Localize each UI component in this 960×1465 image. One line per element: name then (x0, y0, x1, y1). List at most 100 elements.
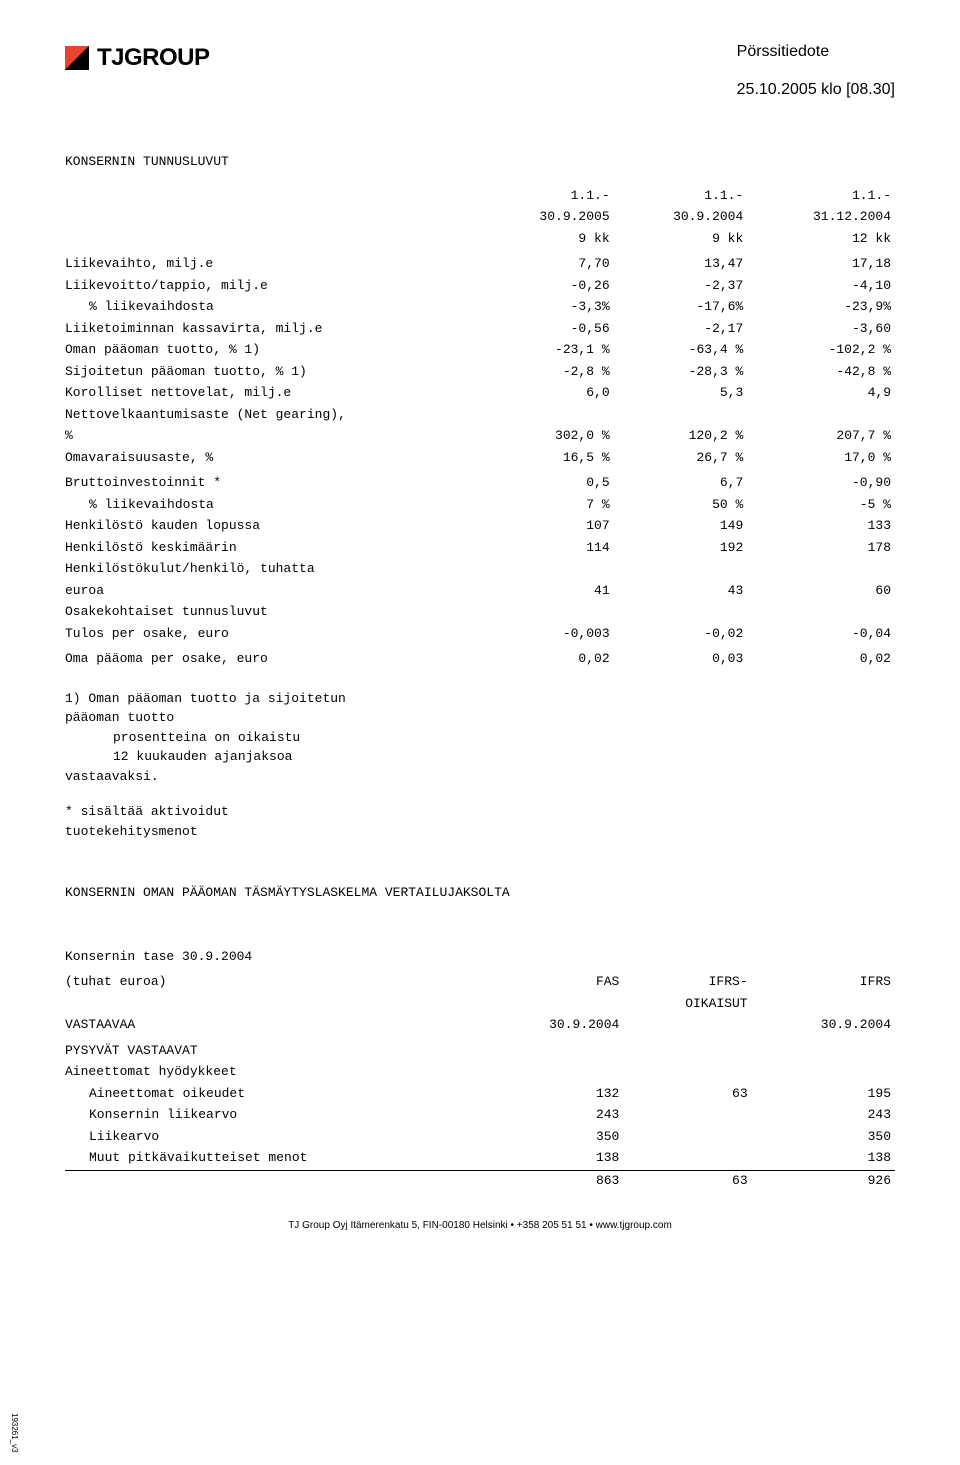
period-col: 9 kk (480, 229, 614, 251)
table-row: Henkilöstökulut/henkilö, tuhatta (65, 559, 895, 581)
tase-col: FAS (480, 972, 623, 994)
table-row: Osakekohtaiset tunnusluvut (65, 602, 895, 624)
row-value: -0,02 (614, 624, 748, 646)
kpi-label: Oma pääoma per osake, euro (65, 649, 480, 671)
row-value: -3,60 (747, 319, 895, 341)
table-row: Liikevaihto, milj.e7,7013,4717,18 (65, 254, 895, 276)
section-title: KONSERNIN TUNNUSLUVUT (65, 152, 895, 172)
row-value: -5 % (747, 495, 895, 517)
table-row: % liikevaihdosta-3,3%-17,6%-23,9% (65, 297, 895, 319)
row-value (623, 1127, 751, 1149)
period-col: 9 kk (614, 229, 748, 251)
row-value: 138 (752, 1148, 895, 1170)
period-col: 30.9.2005 (480, 207, 614, 229)
table-row: Henkilöstö keskimäärin114192178 (65, 538, 895, 560)
row-value: 4,9 (747, 383, 895, 405)
tase-vastaavaa: VASTAAVAA (65, 1015, 480, 1037)
row-label: Liiketoiminnan kassavirta, milj.e (65, 319, 480, 341)
row-value (747, 602, 895, 624)
row-value (614, 405, 748, 427)
row-value: -2,17 (614, 319, 748, 341)
section-title: KONSERNIN OMAN PÄÄOMAN TÄSMÄYTYSLASKELMA… (65, 883, 895, 903)
table-row: Bruttoinvestoinnit *0,56,7-0,90 (65, 473, 895, 495)
row-value: -23,1 % (480, 340, 614, 362)
row-value: 350 (752, 1127, 895, 1149)
kpi-value: 0,02 (480, 649, 614, 671)
row-value: 63 (623, 1084, 751, 1106)
row-value: 178 (747, 538, 895, 560)
row-label: Liikearvo (65, 1127, 480, 1149)
row-label: Aineettomat oikeudet (65, 1084, 480, 1106)
row-label: Henkilöstökulut/henkilö, tuhatta (65, 559, 480, 581)
row-value: 6,7 (614, 473, 748, 495)
row-value (480, 405, 614, 427)
tase-title: Konsernin tase 30.9.2004 (65, 947, 895, 967)
logo-block: TJGROUP (65, 40, 210, 76)
row-value: 350 (480, 1127, 623, 1149)
note-line: pääoman tuotto (65, 708, 895, 728)
table-row: Liiketoiminnan kassavirta, milj.e-0,56-2… (65, 319, 895, 341)
row-value (747, 559, 895, 581)
row-value (614, 602, 748, 624)
table-row: Liikevoitto/tappio, milj.e-0,26-2,37-4,1… (65, 276, 895, 298)
row-label: Konsernin liikearvo (65, 1105, 480, 1127)
row-value (747, 405, 895, 427)
row-label: Muut pitkävaikutteiset menot (65, 1148, 480, 1170)
row-value: 17,0 % (747, 448, 895, 470)
tase-col: IFRS (752, 972, 895, 994)
row-value (623, 1148, 751, 1170)
kpi-value: 0,02 (747, 649, 895, 671)
row-value: 13,47 (614, 254, 748, 276)
period-col: 12 kk (747, 229, 895, 251)
row-label: Henkilöstö keskimäärin (65, 538, 480, 560)
note-line: tuotekehitysmenot (65, 822, 895, 842)
row-label: Osakekohtaiset tunnusluvut (65, 602, 480, 624)
tase-col: IFRS- (623, 972, 751, 994)
row-value: -28,3 % (614, 362, 748, 384)
row-value: 7 % (480, 495, 614, 517)
row-value: 26,7 % (614, 448, 748, 470)
row-value: 43 (614, 581, 748, 603)
row-value: 133 (747, 516, 895, 538)
row-value: -0,26 (480, 276, 614, 298)
row-value: 0,5 (480, 473, 614, 495)
sidenote: 193261_v3 (8, 1413, 20, 1453)
tase-section: PYSYVÄT VASTAAVAT (65, 1041, 895, 1063)
table-row: % liikevaihdosta7 %50 %-5 % (65, 495, 895, 517)
table-row: Sijoitetun pääoman tuotto, % 1)-2,8 %-28… (65, 362, 895, 384)
tase-sum: 63 (623, 1170, 751, 1192)
footnote-2: * sisältää aktivoiduttuotekehitysmenot (65, 802, 895, 841)
table-row: %302,0 %120,2 %207,7 % (65, 426, 895, 448)
row-value: 120,2 % (614, 426, 748, 448)
table-row: Henkilöstö kauden lopussa107149133 (65, 516, 895, 538)
row-value: -0,56 (480, 319, 614, 341)
note-line: prosentteina on oikaistu (65, 728, 895, 748)
table-row: Korolliset nettovelat, milj.e6,05,34,9 (65, 383, 895, 405)
tase-col-sub: OIKAISUT (623, 994, 751, 1016)
tase-table: (tuhat euroa) FAS IFRS- IFRS OIKAISUT VA… (65, 972, 895, 1192)
row-value: 60 (747, 581, 895, 603)
row-value (480, 559, 614, 581)
kpi-table: 1.1.- 1.1.- 1.1.- 30.9.2005 30.9.2004 31… (65, 186, 895, 671)
document-timestamp: 25.10.2005 klo [08.30] (737, 78, 895, 102)
row-value: 50 % (614, 495, 748, 517)
row-label: % liikevaihdosta (65, 495, 480, 517)
tase-unit: (tuhat euroa) (65, 972, 480, 994)
row-label: Liikevaihto, milj.e (65, 254, 480, 276)
row-label: Omavaraisuusaste, % (65, 448, 480, 470)
row-label: % (65, 426, 480, 448)
row-value: -2,37 (614, 276, 748, 298)
row-value (623, 1105, 751, 1127)
table-row: Liikearvo350350 (65, 1127, 895, 1149)
period-col: 1.1.- (614, 186, 748, 208)
row-value: -4,10 (747, 276, 895, 298)
tase-date (623, 1015, 751, 1037)
document-header: TJGROUP Pörssitiedote 25.10.2005 klo [08… (65, 40, 895, 102)
row-value: 7,70 (480, 254, 614, 276)
table-row: Muut pitkävaikutteiset menot138138 (65, 1148, 895, 1170)
row-value: 192 (614, 538, 748, 560)
logo-text: TJGROUP (97, 40, 210, 76)
period-col: 1.1.- (480, 186, 614, 208)
row-value: 41 (480, 581, 614, 603)
period-col: 30.9.2004 (614, 207, 748, 229)
